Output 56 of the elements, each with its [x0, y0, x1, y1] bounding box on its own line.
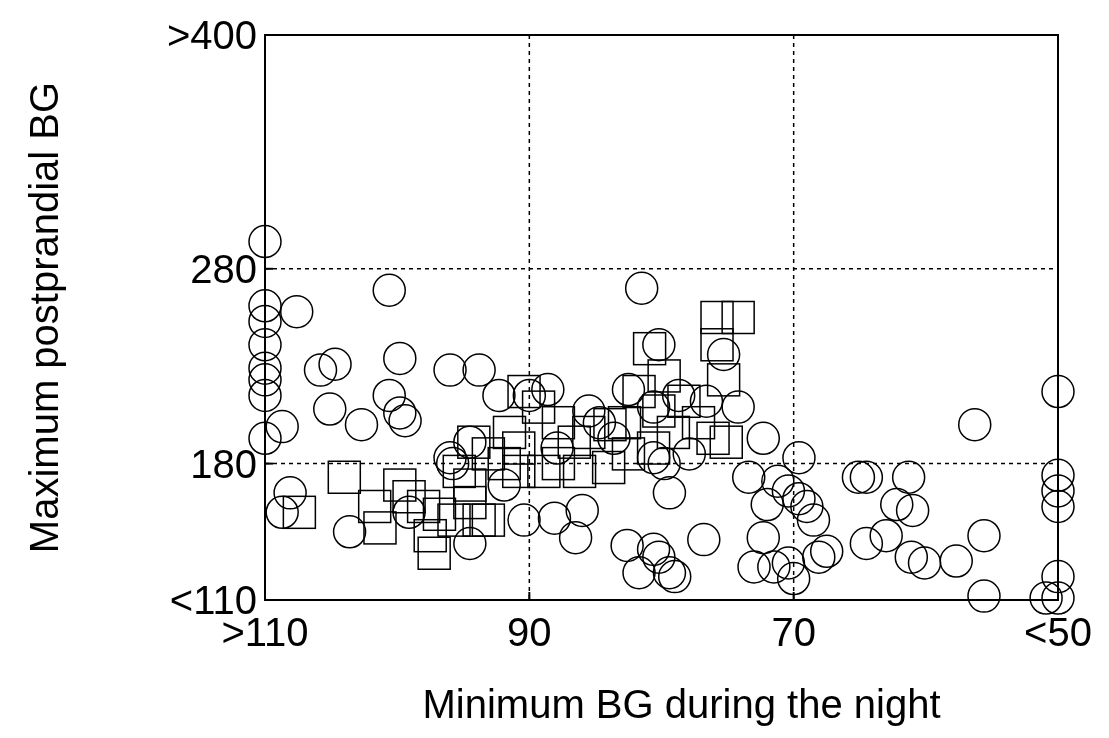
- point: [541, 446, 576, 481]
- point: [492, 415, 527, 450]
- x-tick-label: 90: [507, 610, 552, 654]
- point: [453, 485, 487, 520]
- point: [622, 374, 656, 409]
- point: [413, 518, 447, 553]
- point: [406, 489, 441, 524]
- point: [591, 450, 626, 485]
- point: [642, 394, 676, 428]
- y-tick-label: >400: [166, 13, 257, 57]
- point: [502, 431, 536, 465]
- point: [363, 511, 397, 545]
- point: [462, 503, 496, 537]
- point: [417, 536, 451, 570]
- x-tick-label: <50: [1024, 610, 1092, 654]
- point: [457, 425, 491, 459]
- point: [656, 415, 691, 450]
- point: [681, 405, 716, 440]
- point: [572, 415, 606, 450]
- point: [357, 489, 392, 524]
- y-axis-title: Maximum postprandial BG: [22, 81, 66, 554]
- point: [442, 454, 477, 489]
- point: [507, 374, 541, 409]
- point: [611, 437, 646, 471]
- x-tick-label: 70: [771, 610, 816, 654]
- point: [709, 425, 744, 459]
- point: [282, 495, 317, 530]
- point: [607, 405, 642, 440]
- point: [502, 454, 536, 489]
- x-axis-title: Minimum BG during the night: [422, 682, 941, 726]
- point: [487, 446, 521, 481]
- point: [706, 363, 741, 397]
- point: [527, 454, 561, 489]
- point: [700, 300, 734, 335]
- point: [392, 479, 426, 514]
- point: [453, 468, 487, 502]
- point: [437, 503, 471, 537]
- y-tick-label: 280: [190, 246, 257, 291]
- point: [562, 454, 597, 489]
- point: [632, 331, 667, 366]
- point: [471, 503, 506, 537]
- point: [636, 431, 671, 465]
- point: [471, 437, 506, 471]
- point: [422, 497, 457, 532]
- point: [383, 468, 417, 502]
- point: [327, 460, 362, 495]
- point: [647, 359, 681, 393]
- point: [593, 407, 627, 442]
- point: [557, 425, 592, 459]
- point: [541, 405, 576, 440]
- y-tick-label: 180: [190, 441, 257, 486]
- point: [696, 421, 730, 456]
- point: [667, 384, 701, 419]
- point: [521, 390, 556, 424]
- point: [700, 328, 734, 362]
- point: [721, 300, 755, 335]
